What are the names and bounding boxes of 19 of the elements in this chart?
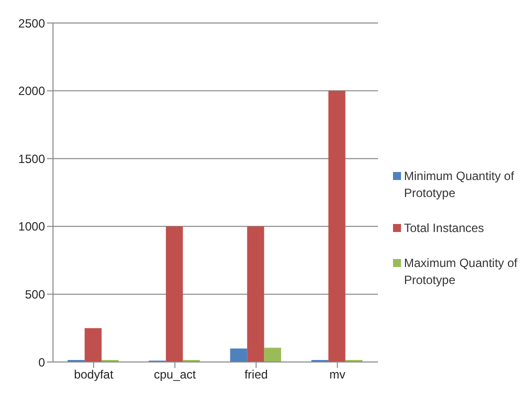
bar: [84, 328, 102, 362]
x-tick-label: bodyfat: [74, 368, 114, 382]
bar: [166, 226, 183, 362]
y-tick-label: 2000: [18, 84, 46, 98]
y-tick-label: 1000: [18, 220, 46, 234]
bar: [264, 348, 282, 362]
y-tick-label: 2500: [18, 16, 46, 30]
y-tick-label: 500: [24, 287, 46, 302]
legend-label: Total Instances: [404, 220, 484, 237]
legend-label: Minimum Quantity of Prototype: [404, 168, 516, 202]
x-tick-label: cpu_act: [154, 368, 197, 382]
legend-label: Maximum Quantity of Prototype: [404, 255, 518, 289]
bar: [328, 90, 346, 362]
bar: [247, 226, 264, 362]
x-tick-label: mv: [329, 368, 346, 382]
y-tick-label: 1500: [18, 152, 46, 166]
y-tick-label: 0: [38, 355, 46, 370]
bar: [230, 348, 248, 362]
x-tick-label: fried: [244, 368, 268, 382]
